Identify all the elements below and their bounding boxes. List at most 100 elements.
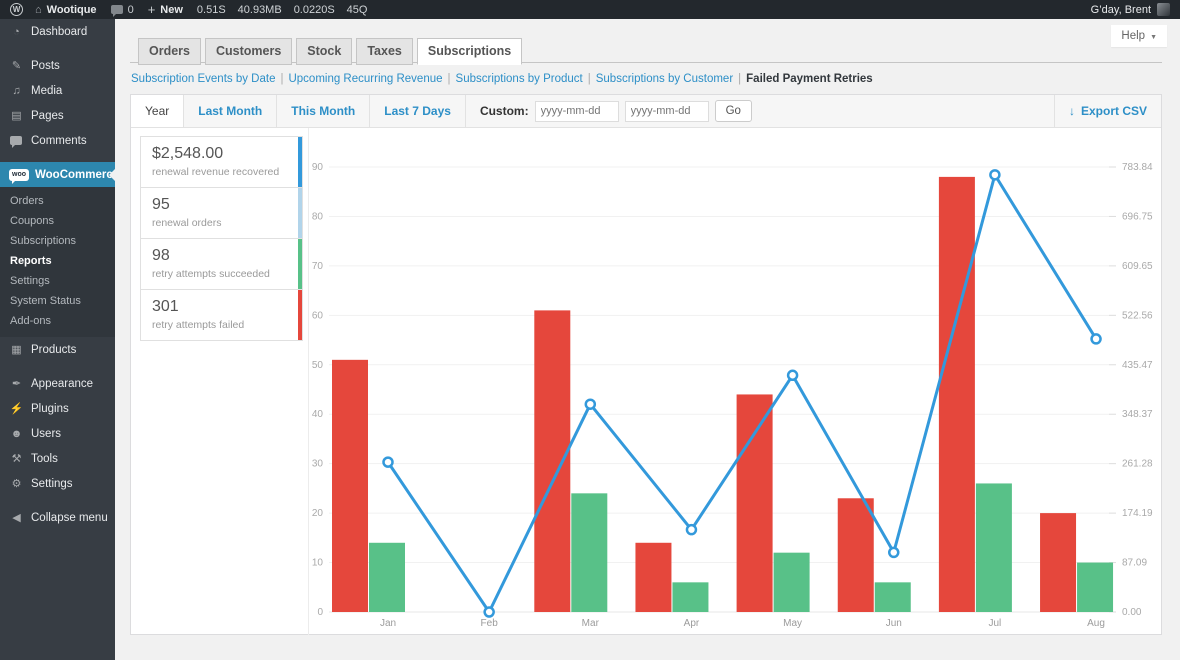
sidebar-item-dashboard[interactable]: ◔ Dashboard bbox=[0, 19, 115, 44]
summary-accent-bar bbox=[298, 188, 302, 238]
subnav-separator: | bbox=[738, 73, 742, 85]
summary-value: 95 bbox=[152, 196, 170, 213]
summary-card-retry-attempts-succeeded: 98 retry attempts succeeded bbox=[140, 238, 303, 290]
tab-stock[interactable]: Stock bbox=[296, 38, 353, 65]
help-button[interactable]: Help ▼ bbox=[1111, 25, 1167, 47]
left-axis-tick-label: 50 bbox=[312, 360, 324, 371]
download-icon: ↓ bbox=[1068, 104, 1075, 118]
bar-retry-attempts-succeeded bbox=[672, 582, 709, 612]
line-point bbox=[685, 523, 698, 536]
left-axis-tick-label: 60 bbox=[312, 310, 324, 321]
right-axis-tick-label: 174.19 bbox=[1122, 508, 1153, 519]
x-axis-month-label: Jul bbox=[989, 618, 1002, 629]
comments-count: 0 bbox=[127, 3, 134, 16]
sidebar-item-collapse-menu[interactable]: ◀ Collapse menu bbox=[0, 505, 115, 530]
summary-label: renewal orders bbox=[152, 217, 222, 229]
submenu-item-orders[interactable]: Orders bbox=[10, 195, 44, 207]
bar-retry-attempts-succeeded bbox=[874, 582, 911, 612]
bar-retry-attempts-succeeded bbox=[369, 542, 405, 612]
subnav-link-upcoming-recurring-revenue[interactable]: Upcoming Recurring Revenue bbox=[288, 73, 443, 85]
appearance-icon: ✒ bbox=[11, 378, 22, 390]
line-point bbox=[888, 546, 900, 559]
site-menu[interactable]: ⌂ Wootique bbox=[35, 4, 97, 16]
date-to-input[interactable] bbox=[624, 100, 709, 122]
sidebar-item-label: Pages bbox=[31, 109, 64, 122]
avatar[interactable] bbox=[1157, 3, 1170, 16]
account-greeting[interactable]: G’day, Brent bbox=[1090, 3, 1151, 16]
sidebar-item-pages[interactable]: ▤ Pages bbox=[0, 103, 115, 128]
bar-retry-attempts-succeeded bbox=[1077, 562, 1114, 612]
report-subnav: Subscription Events by Date | Upcoming Rec… bbox=[131, 73, 1162, 85]
submenu-item-coupons[interactable]: Coupons bbox=[10, 215, 55, 227]
subnav-link-failed-payment-retries: Failed Payment Retries bbox=[746, 73, 873, 85]
date-from-input[interactable] bbox=[534, 100, 619, 122]
perf-stat-queries: 45Q bbox=[346, 3, 368, 16]
menu-separator bbox=[0, 44, 115, 53]
wordpress-logo-icon[interactable]: W bbox=[10, 3, 23, 16]
sidebar-item-tools[interactable]: ⚒ Tools bbox=[0, 446, 115, 471]
sidebar-item-users[interactable]: ☻ Users bbox=[0, 421, 115, 446]
x-axis-month-label: Aug bbox=[1087, 618, 1105, 629]
bar-retry-attempts-failed bbox=[332, 359, 368, 612]
sidebar-item-label: WooCommerce bbox=[35, 168, 120, 181]
submenu-item-settings[interactable]: Settings bbox=[10, 275, 50, 287]
main-content: Help ▼ Orders Customers Stock Taxes Subscript… bbox=[115, 19, 1180, 660]
subnav-separator: | bbox=[587, 73, 591, 85]
filter-tab-year[interactable]: Year bbox=[131, 95, 185, 127]
x-axis-month-label: Jan bbox=[380, 618, 396, 629]
subnav-link-subscription-events-by-date[interactable]: Subscription Events by Date bbox=[131, 73, 276, 85]
line-point bbox=[483, 606, 495, 618]
tab-subscriptions[interactable]: Subscriptions bbox=[416, 38, 523, 65]
submenu-item-add-ons[interactable]: Add-ons bbox=[10, 315, 51, 327]
chevron-down-icon: ▼ bbox=[1150, 34, 1157, 41]
failed-payment-retries-chart: 90 783.84 80 696.75 70 609.65 60 522.56 50 435.47… bbox=[312, 162, 1153, 629]
sidebar-item-label: Products bbox=[31, 343, 77, 356]
sidebar-item-settings[interactable]: ⚙ Settings bbox=[0, 471, 115, 496]
new-menu[interactable]: + New bbox=[148, 2, 183, 17]
sidebar-item-woocommerce[interactable]: woo WooCommerce bbox=[0, 162, 119, 187]
chart-area: 90 783.84 80 696.75 70 609.65 60 522.56 50 435.47… bbox=[309, 128, 1161, 635]
tab-orders[interactable]: Orders bbox=[138, 38, 201, 65]
sidebar-item-posts[interactable]: ✎ Posts bbox=[0, 53, 115, 78]
subnav-link-subscriptions-by-product[interactable]: Subscriptions by Product bbox=[455, 73, 583, 85]
bar-retry-attempts-failed bbox=[534, 310, 571, 612]
bar-retry-attempts-failed bbox=[938, 176, 975, 612]
sidebar-item-plugins[interactable]: ⚡ Plugins bbox=[0, 396, 115, 421]
left-axis-tick-label: 30 bbox=[312, 459, 324, 470]
sidebar-item-comments[interactable]: Comments bbox=[0, 128, 115, 153]
subnav-separator: | bbox=[280, 73, 284, 85]
filter-tab-this-month[interactable]: This Month bbox=[277, 95, 371, 127]
comments-menu[interactable]: 0 bbox=[110, 3, 134, 17]
right-axis-tick-label: 435.47 bbox=[1122, 360, 1153, 371]
filter-tab-last-month[interactable]: Last Month bbox=[184, 95, 278, 127]
subnav-link-subscriptions-by-customer[interactable]: Subscriptions by Customer bbox=[595, 73, 734, 85]
submenu-item-subscriptions[interactable]: Subscriptions bbox=[10, 235, 77, 247]
submenu-item-reports[interactable]: Reports bbox=[10, 255, 52, 267]
left-axis-tick-label: 70 bbox=[312, 261, 324, 272]
sidebar-item-label: Comments bbox=[31, 134, 87, 147]
woocommerce-submenu: Orders Coupons Subscriptions Reports Setting… bbox=[0, 187, 115, 337]
summary-card-renewal-orders: 95 renewal orders bbox=[140, 187, 303, 239]
bar-retry-attempts-failed bbox=[837, 498, 874, 612]
go-button[interactable]: Go bbox=[714, 100, 752, 122]
submenu-item-system-status[interactable]: System Status bbox=[10, 295, 81, 307]
bar-retry-attempts-succeeded bbox=[975, 483, 1012, 612]
right-axis-tick-label: 87.09 bbox=[1122, 558, 1147, 569]
filter-tab-last-7-days[interactable]: Last 7 Days bbox=[370, 95, 466, 127]
sidebar-item-products[interactable]: ▦ Products bbox=[0, 337, 115, 362]
sidebar-item-label: Appearance bbox=[31, 377, 94, 390]
date-filter-tabs: Year Last Month This Month Last 7 Days bbox=[131, 95, 466, 127]
custom-label: Custom: bbox=[479, 104, 529, 118]
filter-spacer bbox=[752, 95, 1054, 127]
export-csv-button[interactable]: ↓ Export CSV bbox=[1053, 95, 1161, 127]
tab-taxes[interactable]: Taxes bbox=[356, 38, 413, 65]
sidebar-item-appearance[interactable]: ✒ Appearance bbox=[0, 371, 115, 396]
panel-body: $2,548.00 renewal revenue recovered 95 rene… bbox=[131, 128, 1161, 635]
line-point bbox=[382, 456, 394, 468]
line-renewal-revenue-recovered bbox=[386, 173, 1098, 614]
tab-customers[interactable]: Customers bbox=[205, 38, 293, 65]
plugins-icon: ⚡ bbox=[9, 403, 24, 415]
sidebar-item-media[interactable]: ♫ Media bbox=[0, 78, 115, 103]
line-point bbox=[584, 398, 597, 410]
line-point bbox=[786, 369, 799, 382]
